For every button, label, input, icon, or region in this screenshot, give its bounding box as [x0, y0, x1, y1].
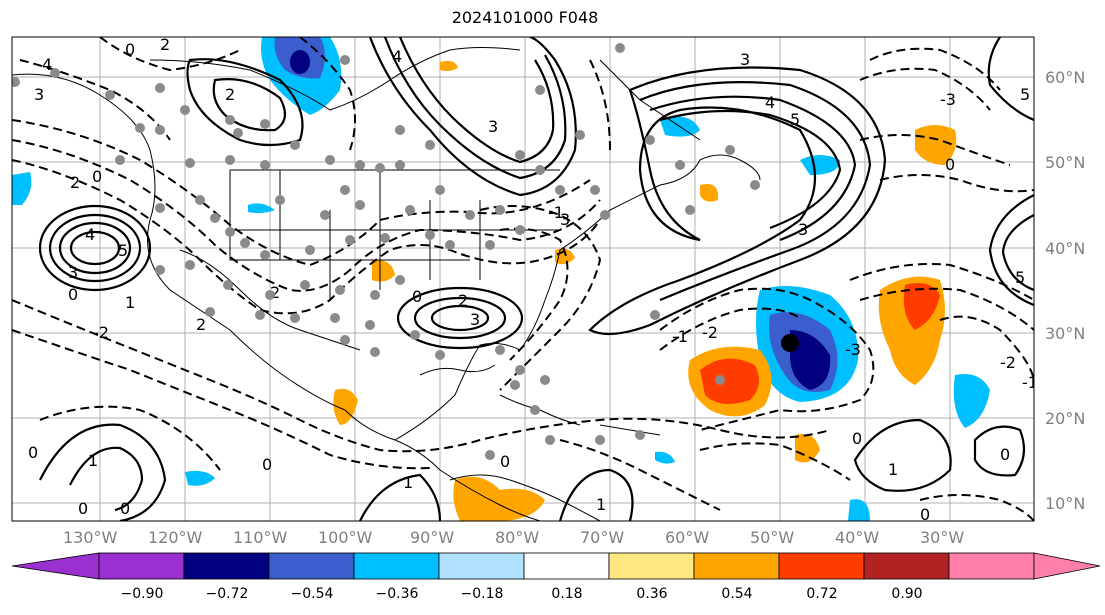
lon-label: 130°W	[63, 528, 118, 547]
colorbar-tick: 0.54	[721, 586, 753, 602]
colorbar-tick: 0.18	[551, 586, 583, 602]
lon-label: 30°W	[920, 528, 965, 547]
contour-label: 5	[118, 241, 128, 260]
contour-label: -3	[845, 340, 861, 359]
colorbar-bin	[693, 552, 780, 580]
colorbar-bin	[523, 552, 610, 580]
contour-label: 5	[1020, 85, 1030, 104]
dashed-contours	[12, 37, 1034, 521]
contour-label: 1	[596, 495, 606, 514]
lat-label: 20°N	[1045, 409, 1086, 428]
contour-label: 1	[403, 473, 413, 492]
lon-label: 40°W	[835, 528, 880, 547]
colorbar-tick: −0.54	[290, 586, 334, 602]
map-frame	[11, 36, 1035, 522]
contour-label: 0	[500, 452, 510, 471]
lon-label: 110°W	[233, 528, 288, 547]
colorbar-extend-min	[11, 552, 100, 580]
lat-label: 30°N	[1045, 324, 1086, 343]
lon-label: 80°W	[495, 528, 540, 547]
contour-label: 0	[28, 443, 38, 462]
lat-label: 50°N	[1045, 153, 1086, 172]
contour-label: 5	[790, 110, 800, 129]
colorbar-tick: −0.90	[120, 586, 164, 602]
colorbar-bin	[948, 552, 1035, 580]
contour-label: 0	[920, 505, 930, 524]
colorbar-bin	[353, 552, 440, 580]
colorbar-tick: −0.36	[375, 586, 419, 602]
lat-label: 60°N	[1045, 68, 1086, 87]
map-gridlines	[12, 37, 1034, 521]
contour-label: 2	[270, 283, 280, 302]
contour-label: 0	[68, 285, 78, 304]
colorbar-bin	[863, 552, 950, 580]
contour-label: 4	[392, 47, 402, 66]
contour-label: -1	[548, 203, 564, 222]
contour-label: 3	[740, 50, 750, 69]
contour-label: 0	[92, 167, 102, 186]
contour-label: 2	[70, 173, 80, 192]
lon-label: 50°W	[750, 528, 795, 547]
colorbar-bin	[98, 552, 185, 580]
lon-label: 90°W	[410, 528, 455, 547]
contour-label: 3	[798, 220, 808, 239]
contour-label: -2	[93, 323, 109, 342]
contour-label: 2	[196, 315, 206, 334]
contour-label: 3	[560, 210, 570, 229]
contour-label: 5	[1015, 268, 1025, 287]
colorbar-tick: 0.90	[891, 586, 923, 602]
contour-label: 1	[88, 451, 98, 470]
contour-label: 0	[120, 499, 130, 518]
colorbar-bin	[438, 552, 525, 580]
contour-label: 4	[42, 55, 52, 74]
contour-label: -1	[1022, 373, 1038, 392]
colorbar-bin	[608, 552, 695, 580]
station-dots	[12, 43, 760, 460]
colorbar	[11, 552, 1101, 580]
map-frame-bg	[12, 37, 1034, 521]
colorbar-tick: −0.18	[460, 586, 504, 602]
contour-label: 3	[34, 85, 44, 104]
contour-label: 0	[125, 40, 135, 59]
colorbar-tick: −0.72	[205, 586, 249, 602]
lat-label: 10°N	[1045, 494, 1086, 513]
contour-label: 2	[458, 291, 468, 310]
contour-value-labels: 2 4 5 3 0 0 1 -2 2 2 2 0 3 3 5 4 3 -1 -2…	[28, 35, 1038, 524]
contour-label: -2	[702, 323, 718, 342]
contour-label: 3	[470, 310, 480, 329]
colorbar-bin	[183, 552, 270, 580]
contour-label: 2	[225, 85, 235, 104]
contour-label: 0	[1000, 445, 1010, 464]
lon-label: 100°W	[318, 528, 373, 547]
contour-label: -2	[1000, 353, 1016, 372]
contour-label: 4	[765, 93, 775, 112]
contour-label: -1	[672, 327, 688, 346]
contour-label: 3	[68, 263, 78, 282]
colorbar-bin	[268, 552, 355, 580]
contour-label: 0	[412, 287, 422, 306]
contour-label: 0	[262, 455, 272, 474]
contour-label: 1	[888, 460, 898, 479]
contour-label: 4	[85, 225, 95, 244]
colorbar-tick: 0.36	[636, 586, 668, 602]
lon-label: 60°W	[665, 528, 710, 547]
contour-label: 0	[78, 499, 88, 518]
shaded-field	[12, 37, 990, 521]
contour-label: 0	[945, 155, 955, 174]
map-title: 2024101000 F048	[451, 8, 599, 27]
colorbar-tick: 0.72	[806, 586, 838, 602]
lat-label: 40°N	[1045, 239, 1086, 258]
solid-contours	[38, 37, 1034, 521]
contour-label: 2	[160, 35, 170, 54]
contour-label: -3	[940, 90, 956, 109]
lon-label: 70°W	[580, 528, 625, 547]
colorbar-bin	[778, 552, 865, 580]
contour-label: 1	[125, 293, 135, 312]
colorbar-extend-max	[1033, 552, 1101, 580]
lon-label: 120°W	[148, 528, 203, 547]
contour-label: 3	[488, 117, 498, 136]
contour-label: 0	[852, 429, 862, 448]
